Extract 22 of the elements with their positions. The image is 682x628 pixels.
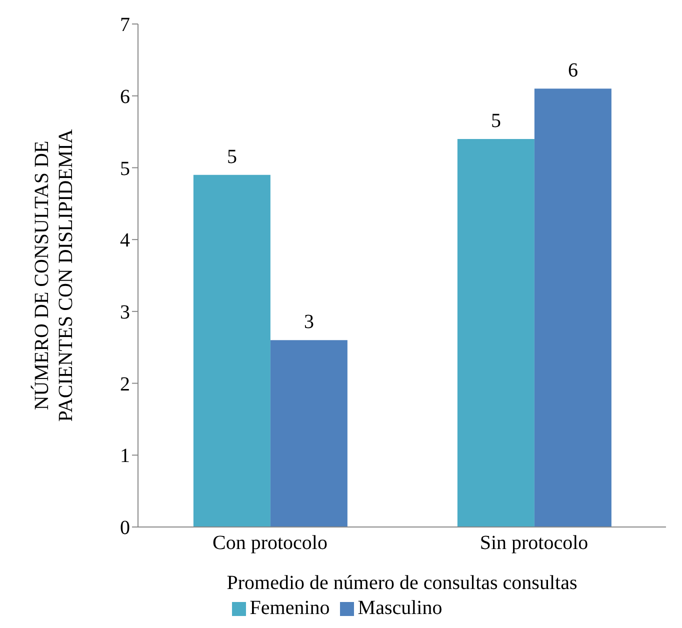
y-tick-label: 1 [120,445,130,468]
x-tick-label: Con protocolo [212,532,328,554]
data-label: 5 [226,146,237,168]
data-label: 5 [490,110,501,132]
data-label: 6 [568,60,578,82]
y-tick-label: 3 [120,302,130,324]
bar [534,88,612,527]
y-tick-label: 6 [120,86,130,108]
y-tick-label: 0 [120,517,130,540]
y-tick-label: 2 [120,373,130,396]
bar [193,174,270,527]
y-tick-label: 5 [120,158,130,180]
y-tick-label: 7 [120,14,130,36]
bar [457,138,534,527]
x-axis-title: Promedio de número de consultas consultas [226,572,578,594]
y-axis-title: NÚMERO DE CONSULTAS DE PACIENTES CON DISLIPIDEMIA [30,128,77,422]
x-tick-label: Sin protocolo [480,532,588,554]
bar [270,340,348,527]
legend-label: Femenino [250,597,330,619]
data-label: 3 [304,311,314,334]
y-tick-label: 4 [120,230,130,252]
legend-label: Masculino [358,597,442,619]
